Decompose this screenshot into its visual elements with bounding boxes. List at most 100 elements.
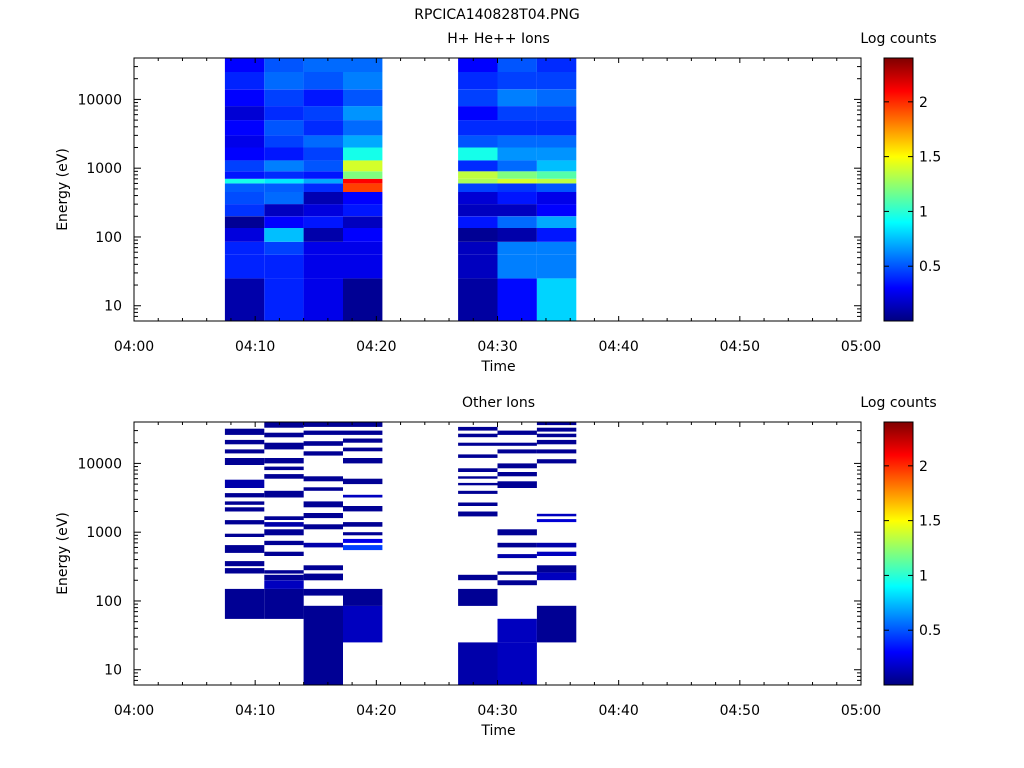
heat-cell: [536, 605, 577, 643]
heat-cell: [303, 605, 343, 685]
heat-cell: [536, 427, 577, 432]
colorbar: [883, 421, 914, 686]
heat-cell: [536, 542, 577, 548]
heat-cell: [536, 147, 577, 161]
heat-cell: [497, 228, 537, 242]
heat-cell: [536, 58, 577, 72]
heat-cell: [224, 89, 265, 107]
x-tick-label: 04:40: [598, 339, 638, 355]
heat-cell: [458, 502, 498, 506]
x-axis-label: Time: [480, 359, 515, 375]
heat-cell: [497, 58, 537, 72]
heat-cell: [458, 574, 498, 581]
heat-cell: [224, 183, 265, 192]
heat-cell: [224, 428, 265, 435]
colorbar-tick-label: 2: [919, 95, 928, 111]
heat-cell: [343, 106, 383, 121]
heat-cell: [264, 551, 304, 556]
heat-cell: [458, 89, 498, 107]
heat-cell: [536, 513, 577, 517]
heat-cell: [303, 106, 343, 121]
heat-cell: [343, 171, 383, 179]
heat-cell: [303, 513, 343, 519]
heat-cell: [536, 278, 577, 321]
heat-cell: [343, 506, 383, 512]
heat-cell: [264, 135, 304, 148]
y-tick-label: 1000: [86, 161, 122, 177]
heat-cell: [264, 183, 304, 192]
heat-cell: [458, 204, 498, 217]
heat-cell: [497, 571, 537, 575]
heat-cell: [224, 479, 265, 488]
panel-other-ions: Other Ions 04:00 04:10 04:20 04:30 04:40 04:50…: [55, 395, 941, 739]
heat-cell: [497, 430, 537, 435]
y-axis-label: Energy (eV): [55, 148, 71, 231]
heat-cell: [343, 135, 383, 148]
y-axis-label: Energy (eV): [55, 512, 71, 595]
heat-cell: [497, 529, 537, 536]
heat-cell: [264, 216, 304, 228]
heat-cell: [224, 120, 265, 136]
heat-cell: [224, 204, 265, 217]
heat-cell: [224, 216, 265, 228]
heat-cell: [343, 160, 383, 172]
heat-cell: [303, 204, 343, 217]
heat-cell: [264, 204, 304, 217]
heat-cell: [458, 120, 498, 136]
heat-cell: [303, 160, 343, 172]
heat-cell: [497, 554, 537, 559]
heat-cell: [224, 493, 265, 498]
panel-title: Other Ions: [462, 395, 535, 411]
heat-cell: [303, 524, 343, 530]
heat-cell: [303, 441, 343, 446]
heat-cell: [458, 454, 498, 458]
heat-cell: [224, 254, 265, 279]
heat-cell: [303, 147, 343, 161]
heat-cell: [458, 192, 498, 205]
heat-cell: [303, 573, 343, 581]
heat-cell: [264, 422, 304, 428]
heat-cell: [303, 422, 343, 427]
x-tick-label: 04:00: [114, 339, 154, 355]
heat-cell: [343, 178, 383, 184]
heat-cell: [458, 426, 498, 431]
heat-cell: [536, 572, 577, 581]
heat-cell: [458, 72, 498, 90]
heat-cell: [303, 588, 343, 596]
colorbar-label: Log counts: [860, 395, 936, 411]
heat-cell: [497, 183, 537, 192]
heat-cell: [536, 241, 577, 255]
heat-cell: [458, 241, 498, 255]
heat-cell: [303, 228, 343, 242]
heat-cell: [264, 490, 304, 498]
heat-cell: [264, 228, 304, 242]
heat-cell: [264, 522, 304, 527]
heat-cell: [303, 476, 343, 482]
heat-cell: [343, 438, 383, 443]
heat-cell: [458, 183, 498, 192]
heat-cell: [458, 468, 498, 472]
heat-cell: [264, 178, 304, 184]
heat-cell: [536, 160, 577, 172]
heat-cell: [224, 228, 265, 242]
heat-cell: [343, 422, 383, 427]
heat-cell: [303, 487, 343, 491]
y-tick-label: 100: [95, 230, 122, 246]
heat-cell: [224, 58, 265, 72]
heat-cell: [224, 72, 265, 90]
x-tick-label: 04:30: [477, 339, 517, 355]
colorbar-tick-label: 1.5: [919, 150, 941, 166]
heat-cell: [224, 507, 265, 512]
heat-cell: [458, 228, 498, 242]
heat-cell: [497, 147, 537, 161]
heat-cell: [343, 89, 383, 107]
heat-cell: [224, 135, 265, 148]
colorbar-tick-label: 0.5: [919, 259, 941, 275]
heat-cell: [264, 278, 304, 321]
heat-cell: [536, 439, 577, 445]
heat-cell: [343, 254, 383, 279]
heat-cell: [343, 183, 383, 192]
heat-cell: [264, 254, 304, 279]
heat-cell: [264, 120, 304, 136]
heat-cell: [458, 433, 498, 438]
